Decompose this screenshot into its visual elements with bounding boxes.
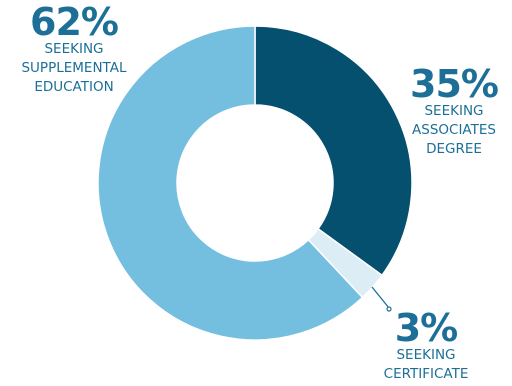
callout-associates-degree: 35% SEEKING ASSOCIATES DEGREE xyxy=(404,62,504,159)
certificate-leader-line xyxy=(371,286,390,309)
callout-label: SEEKING CERTIFICATE xyxy=(383,347,469,382)
callout-percent: 35% xyxy=(410,62,499,106)
callout-label: SEEKING SUPPLEMENTAL EDUCATION xyxy=(21,41,127,95)
donut-slice-seeking-associates-degree xyxy=(254,25,413,277)
callout-label: SEEKING ASSOCIATES DEGREE xyxy=(412,103,496,157)
donut-slice-seeking-supplemental-education xyxy=(97,25,364,341)
certificate-leader-dot xyxy=(386,306,392,312)
callout-supplemental-education: 62% SEEKING SUPPLEMENTAL EDUCATION xyxy=(16,0,132,97)
callout-certificate: 3% SEEKING CERTIFICATE xyxy=(376,306,476,384)
callout-percent: 3% xyxy=(394,306,459,350)
donut-slices xyxy=(97,25,413,341)
callout-percent: 62% xyxy=(30,0,119,44)
